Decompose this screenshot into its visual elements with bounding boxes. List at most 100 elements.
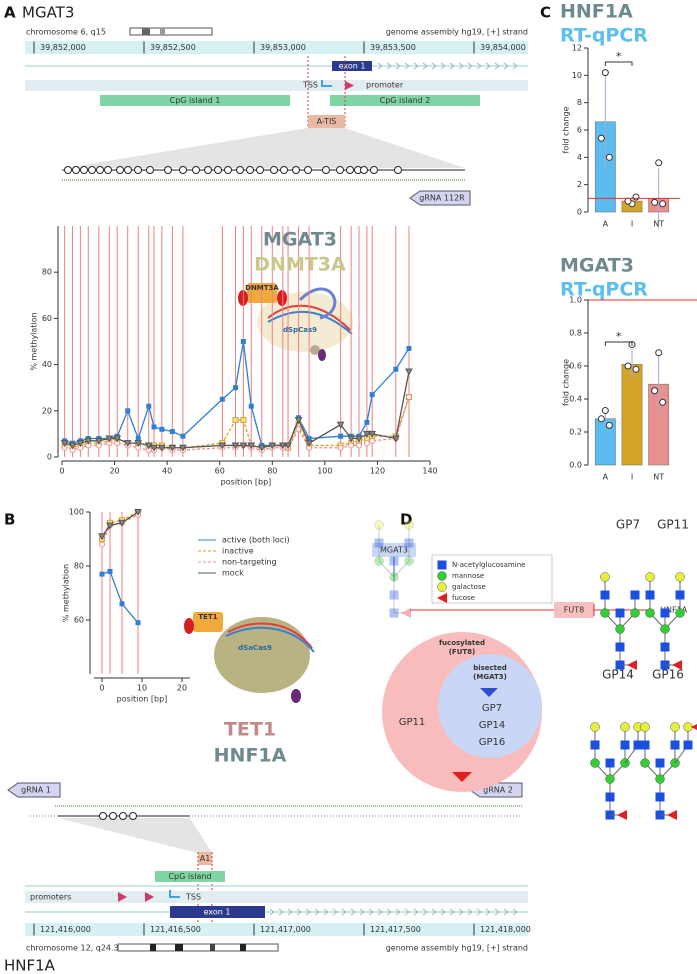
cpg-site [80, 166, 88, 174]
mannose [660, 624, 670, 634]
chevron [386, 62, 392, 70]
promoter-track [25, 80, 528, 91]
grna-arrow [7, 782, 61, 798]
mannose [605, 774, 615, 784]
glcnac [620, 740, 630, 750]
point [406, 345, 412, 351]
x-tick-label: 140 [422, 467, 437, 476]
point [119, 601, 125, 607]
glcnac [600, 590, 610, 600]
cpg-island [155, 871, 225, 882]
point [151, 424, 157, 430]
mannose [675, 608, 685, 618]
region-label: A1 [200, 854, 211, 863]
chevron [467, 62, 473, 70]
cpg-site [370, 166, 378, 174]
y-tick-label: 100 [69, 508, 84, 517]
chevron [404, 62, 410, 70]
chart-subtitle: HNF1A [214, 745, 287, 767]
zoom [58, 818, 212, 853]
glcnac [675, 590, 685, 600]
cpg-site [104, 166, 112, 174]
cpg-site [192, 166, 200, 174]
y-tick-label: 0.6 [569, 362, 582, 371]
chevron [350, 908, 356, 916]
chevron [485, 908, 491, 916]
point [655, 349, 663, 357]
point [135, 620, 141, 626]
x-axis-label: position [bp] [221, 478, 272, 487]
cpg-site [124, 166, 132, 174]
cpg-site [116, 166, 124, 174]
y-tick-label: 0.8 [569, 329, 582, 338]
annotation: DNMT3A [245, 284, 279, 292]
legend-label: fucose [452, 594, 475, 602]
point [605, 421, 613, 429]
cpg-site [64, 166, 72, 174]
galactose [645, 572, 655, 582]
venn-item: GP7 [482, 703, 502, 714]
fucose [672, 660, 682, 670]
promoter-track [25, 891, 528, 903]
chevron [359, 908, 365, 916]
chevron [395, 62, 401, 70]
point [336, 421, 345, 429]
gene-name: HNF1A [4, 957, 56, 974]
point [306, 436, 312, 442]
significance-bracket [604, 341, 633, 346]
mannose [590, 758, 600, 768]
glcnac [389, 556, 399, 566]
chevron [395, 908, 401, 916]
coordinate: 39,852,000 [40, 43, 86, 52]
legend-box [431, 554, 553, 604]
glcnac [590, 740, 600, 750]
chevron [377, 908, 383, 916]
coordinate: 39,852,500 [150, 43, 196, 52]
chevron [404, 908, 410, 916]
point [305, 440, 313, 448]
galactose [437, 582, 447, 592]
galactose [670, 722, 680, 732]
glycan-name: GP11 [657, 518, 689, 532]
galactose [640, 722, 650, 732]
galactose [600, 572, 610, 582]
cpg-island [330, 95, 480, 106]
chevron [476, 908, 482, 916]
x-tick-label: 10 [137, 684, 147, 693]
cpg-site [109, 812, 117, 820]
point [368, 430, 377, 438]
point [284, 442, 292, 450]
chromosome: chromosome 6, q15 [26, 28, 106, 37]
linkage [378, 560, 395, 578]
gene-name: MGAT3 [22, 4, 74, 22]
point [232, 385, 238, 391]
chevron [413, 62, 419, 70]
series-line [101, 570, 139, 624]
glcnac [660, 642, 670, 652]
glcnac [404, 538, 414, 548]
point [268, 442, 277, 450]
chevron [287, 908, 293, 916]
fucose [627, 660, 637, 670]
cpg-site [129, 812, 137, 820]
assembly: genome assembly hg19, [+] strand [386, 944, 528, 953]
point [363, 440, 370, 447]
cpg-site [270, 166, 278, 174]
significance: * [616, 50, 622, 63]
legend-label: non-targeting [222, 558, 277, 567]
significance: * [616, 330, 622, 343]
y-tick-label: 0.0 [569, 461, 582, 470]
galactose [675, 572, 685, 582]
chart-subtitle: RT-qPCR [560, 279, 648, 301]
x-tick-label: 100 [317, 467, 332, 476]
chevron [332, 908, 338, 916]
chevron [431, 62, 437, 70]
point [240, 339, 246, 344]
point [605, 153, 613, 161]
point [278, 442, 287, 450]
coordinate: 39,853,500 [370, 43, 416, 52]
point [60, 440, 69, 448]
tss-label: TSS [302, 81, 318, 90]
x-tick-label: A [603, 220, 609, 229]
glcnac [630, 590, 640, 600]
